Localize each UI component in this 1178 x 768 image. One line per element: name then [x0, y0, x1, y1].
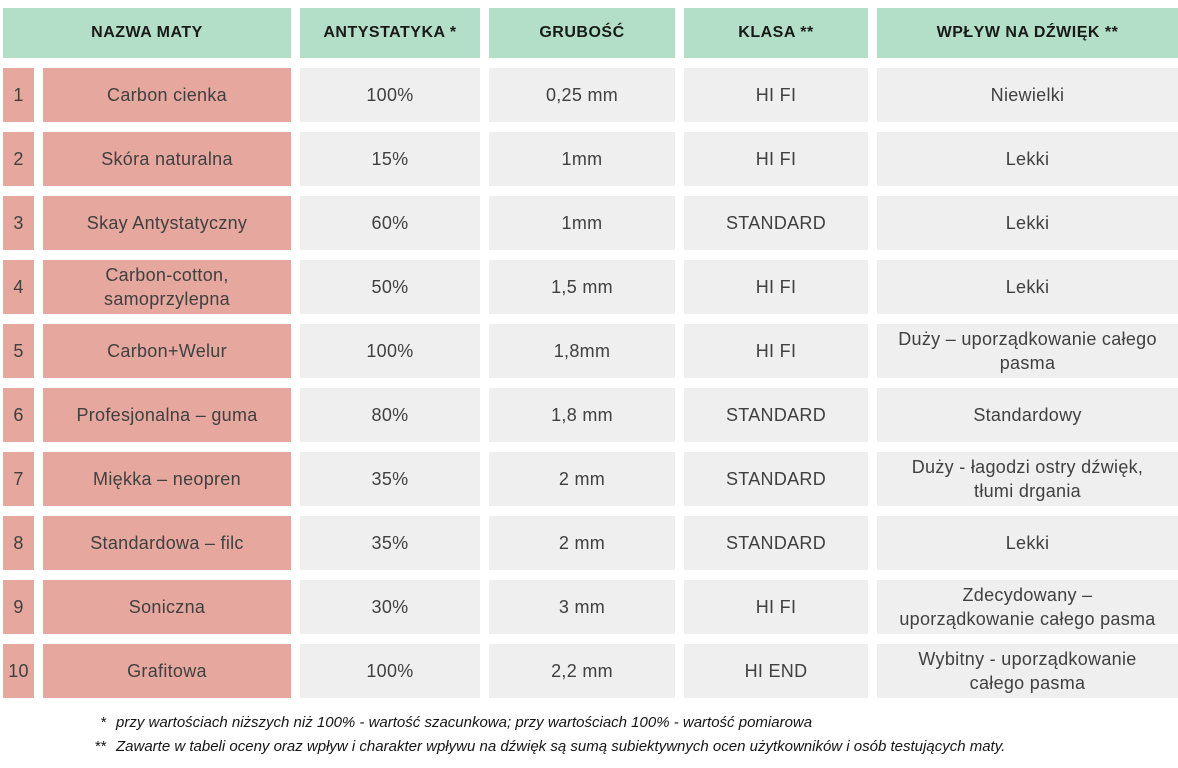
class-cell: STANDARD — [684, 388, 868, 442]
thickness-cell: 1,5 mm — [489, 260, 675, 314]
antistatic-cell: 35% — [300, 452, 480, 506]
row-number-cell: 1 — [3, 68, 34, 122]
thickness-cell: 1mm — [489, 132, 675, 186]
class-cell: HI FI — [684, 68, 868, 122]
row-number-cell: 8 — [3, 516, 34, 570]
class-cell: STANDARD — [684, 452, 868, 506]
class-cell: STANDARD — [684, 196, 868, 250]
mat-name-cell: Carbon cienka — [43, 68, 291, 122]
sound-impact-cell: Standardowy — [877, 388, 1178, 442]
thickness-cell: 0,25 mm — [489, 68, 675, 122]
antistatic-cell: 100% — [300, 324, 480, 378]
mat-name-cell: Skóra naturalna — [43, 132, 291, 186]
row-number-cell: 2 — [3, 132, 34, 186]
antistatic-cell: 80% — [300, 388, 480, 442]
footnote-antistatic: * przy wartościach niższych niż 100% - w… — [100, 711, 1178, 735]
thickness-cell: 2 mm — [489, 452, 675, 506]
row-number-cell: 6 — [3, 388, 34, 442]
table-grid: NAZWA MATY ANTYSTATYKA * GRUBOŚĆ KLASA *… — [3, 8, 1178, 698]
sound-impact-cell: Duży – uporządkowanie całego pasma — [877, 324, 1178, 378]
class-cell: HI END — [684, 644, 868, 698]
mat-name-cell: Carbon+Welur — [43, 324, 291, 378]
antistatic-cell: 30% — [300, 580, 480, 634]
sound-impact-cell: Lekki — [877, 196, 1178, 250]
antistatic-cell: 50% — [300, 260, 480, 314]
mat-name-cell: Carbon-cotton, samoprzylepna — [43, 260, 291, 314]
mat-name-cell: Profesjonalna – guma — [43, 388, 291, 442]
antistatic-cell: 100% — [300, 68, 480, 122]
antistatic-cell: 35% — [300, 516, 480, 570]
class-cell: HI FI — [684, 580, 868, 634]
sound-impact-cell: Duży - łagodzi ostry dźwięk, tłumi drgan… — [877, 452, 1178, 506]
mat-name-cell: Miękka – neopren — [43, 452, 291, 506]
antistatic-cell: 60% — [300, 196, 480, 250]
sound-impact-cell: Lekki — [877, 132, 1178, 186]
row-number-cell: 10 — [3, 644, 34, 698]
thickness-cell: 1,8 mm — [489, 388, 675, 442]
thickness-cell: 2,2 mm — [489, 644, 675, 698]
footnote-ratings: ** Zawarte w tabeli oceny oraz wpływ i c… — [94, 735, 1178, 759]
row-number-cell: 4 — [3, 260, 34, 314]
row-number-cell: 3 — [3, 196, 34, 250]
footnote-marker: ** — [94, 738, 106, 755]
mat-name-cell: Soniczna — [43, 580, 291, 634]
footnote-marker: * — [100, 714, 106, 731]
mat-name-cell: Skay Antystatyczny — [43, 196, 291, 250]
thickness-cell: 3 mm — [489, 580, 675, 634]
thickness-cell: 2 mm — [489, 516, 675, 570]
antistatic-cell: 100% — [300, 644, 480, 698]
header-cell-thickness: GRUBOŚĆ — [489, 8, 675, 58]
row-number-cell: 5 — [3, 324, 34, 378]
thickness-cell: 1,8mm — [489, 324, 675, 378]
header-cell-mat-name: NAZWA MATY — [3, 8, 291, 58]
footnote-text: Zawarte w tabeli oceny oraz wpływ i char… — [116, 738, 1006, 755]
thickness-cell: 1mm — [489, 196, 675, 250]
footnote-text: przy wartościach niższych niż 100% - war… — [116, 714, 813, 731]
row-number-cell: 7 — [3, 452, 34, 506]
row-number-cell: 9 — [3, 580, 34, 634]
class-cell: HI FI — [684, 132, 868, 186]
sound-impact-cell: Niewielki — [877, 68, 1178, 122]
sound-impact-cell: Lekki — [877, 516, 1178, 570]
class-cell: STANDARD — [684, 516, 868, 570]
sound-impact-cell: Lekki — [877, 260, 1178, 314]
antistatic-cell: 15% — [300, 132, 480, 186]
sound-impact-cell: Zdecydowany – uporządkowanie całego pasm… — [877, 580, 1178, 634]
header-cell-antistatic: ANTYSTATYKA * — [300, 8, 480, 58]
header-cell-class: KLASA ** — [684, 8, 868, 58]
header-cell-sound: WPŁYW NA DŹWIĘK ** — [877, 8, 1178, 58]
mat-name-cell: Grafitowa — [43, 644, 291, 698]
sound-impact-cell: Wybitny - uporządkowanie całego pasma — [877, 644, 1178, 698]
class-cell: HI FI — [684, 324, 868, 378]
mat-name-cell: Standardowa – filc — [43, 516, 291, 570]
class-cell: HI FI — [684, 260, 868, 314]
footnotes: * przy wartościach niższych niż 100% - w… — [3, 711, 1178, 759]
